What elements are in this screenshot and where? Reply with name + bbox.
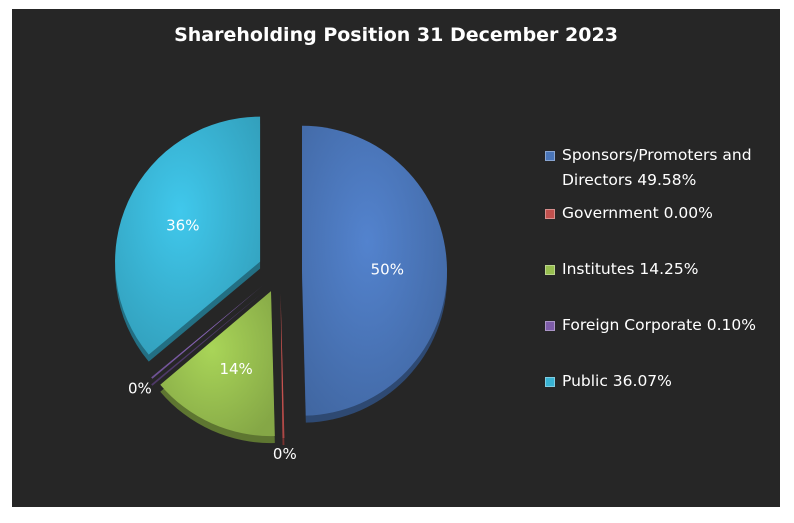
legend-label: Sponsors/Promoters and Directors 49.58%: [562, 146, 752, 189]
pie-slice-top: [115, 116, 261, 355]
legend-swatch: [545, 377, 555, 387]
data-label-institutes: 14%: [219, 360, 252, 378]
legend-label: Institutes 14.25%: [562, 260, 699, 278]
legend-swatch: [545, 265, 555, 275]
pie-slice-top: [280, 292, 285, 438]
legend-item-government: Government 0.00%: [545, 201, 713, 226]
chart-title: Shareholding Position 31 December 2023: [174, 24, 618, 46]
pie-slice-foreign-corporate: [151, 285, 264, 386]
legend-label: Public 36.07%: [562, 372, 672, 390]
legend-swatch: [545, 151, 555, 161]
data-label-sponsors: 50%: [371, 261, 404, 279]
pie-slice-government: [280, 292, 285, 445]
pie-chart: 50% 0% 14% 0% 36%: [115, 116, 447, 463]
data-label-public: 36%: [166, 217, 199, 235]
pie-slice-top: [160, 291, 275, 437]
pie-slice-top: [301, 125, 447, 416]
legend-swatch: [545, 321, 555, 331]
pie-slice-top: [151, 285, 264, 379]
data-label-government: 0%: [273, 445, 297, 463]
legend-item-sponsors: Sponsors/Promoters and Directors 49.58%: [545, 143, 752, 193]
legend-label: Government 0.00%: [562, 204, 713, 222]
legend-item-institutes: Institutes 14.25%: [545, 257, 698, 282]
legend-item-foreign-corporate: Foreign Corporate 0.10%: [545, 313, 756, 338]
legend-item-public: Public 36.07%: [545, 369, 672, 394]
chart-area: Shareholding Position 31 December 2023 5…: [12, 9, 780, 507]
data-label-foreign-corporate: 0%: [128, 380, 152, 398]
pie-slice-side: [151, 292, 264, 386]
pie-slice-sponsors: [301, 125, 447, 423]
pie-slice-public: [115, 116, 261, 362]
legend-swatch: [545, 209, 555, 219]
pie-slice-institutes: [160, 291, 275, 444]
legend-label: Foreign Corporate 0.10%: [562, 316, 756, 334]
